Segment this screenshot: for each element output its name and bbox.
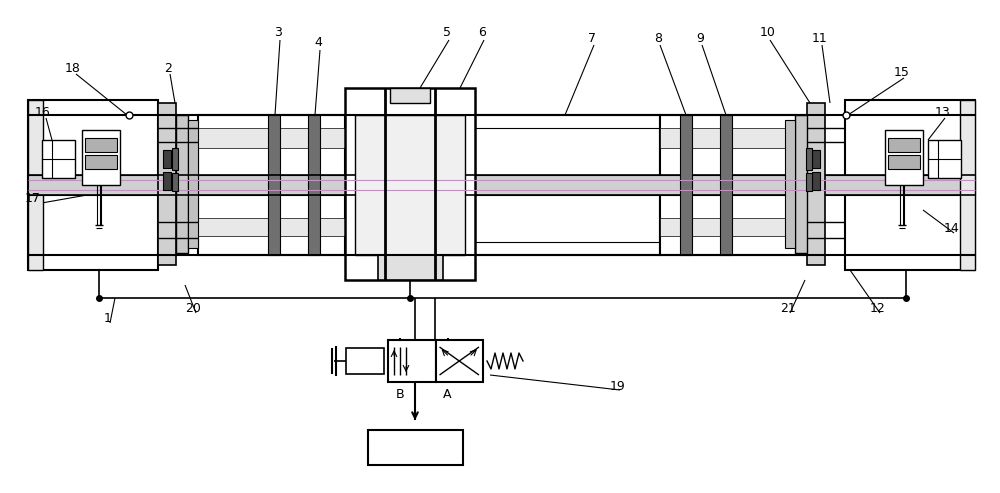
Text: 7: 7: [588, 32, 596, 44]
Bar: [82, 130, 120, 185]
Text: 1: 1: [104, 312, 112, 324]
Bar: [660, 218, 807, 236]
Text: 11: 11: [812, 32, 828, 44]
Bar: [198, 115, 345, 255]
Text: 10: 10: [760, 26, 776, 38]
Bar: [785, 120, 795, 248]
Bar: [928, 140, 961, 178]
Text: 18: 18: [65, 62, 81, 74]
Text: A: A: [443, 387, 452, 400]
Bar: [436, 340, 483, 382]
Bar: [42, 140, 75, 178]
Bar: [345, 88, 475, 280]
Bar: [680, 115, 692, 255]
Bar: [163, 150, 171, 168]
Text: 12: 12: [870, 302, 886, 315]
Bar: [812, 172, 820, 190]
Text: 4: 4: [314, 35, 322, 48]
Text: 6: 6: [478, 26, 486, 38]
Bar: [660, 115, 807, 255]
Bar: [888, 138, 920, 152]
Text: 16: 16: [35, 106, 51, 118]
Bar: [390, 88, 430, 103]
Bar: [807, 103, 825, 265]
Bar: [346, 348, 384, 374]
Bar: [795, 115, 807, 253]
Bar: [720, 115, 732, 255]
Bar: [355, 115, 465, 255]
Bar: [806, 173, 812, 191]
Text: 液压站: 液压站: [401, 439, 429, 455]
Text: 14: 14: [944, 221, 960, 235]
Text: 21: 21: [780, 302, 796, 315]
Bar: [163, 172, 171, 190]
Bar: [28, 100, 43, 270]
Text: 17: 17: [25, 191, 41, 205]
Text: 20: 20: [185, 302, 201, 315]
Bar: [806, 148, 812, 170]
Text: 19: 19: [610, 381, 626, 393]
Text: 3: 3: [274, 26, 282, 38]
Bar: [176, 115, 188, 253]
Bar: [172, 148, 178, 170]
Bar: [378, 255, 443, 280]
Text: 5: 5: [443, 26, 451, 38]
Bar: [885, 130, 923, 185]
Bar: [308, 115, 320, 255]
Bar: [198, 128, 345, 148]
Bar: [28, 175, 975, 195]
Bar: [198, 218, 345, 236]
Bar: [188, 120, 198, 248]
Bar: [158, 103, 176, 265]
Text: 9: 9: [696, 32, 704, 44]
Bar: [28, 100, 158, 270]
Text: 8: 8: [654, 32, 662, 44]
Bar: [388, 340, 436, 382]
Bar: [845, 100, 975, 270]
Bar: [85, 138, 117, 152]
Text: 15: 15: [894, 66, 910, 78]
Bar: [660, 128, 807, 148]
Text: 13: 13: [935, 106, 951, 118]
Bar: [812, 150, 820, 168]
Bar: [85, 155, 117, 169]
Bar: [475, 115, 660, 255]
Bar: [368, 430, 463, 465]
Text: B: B: [396, 387, 404, 400]
Text: 2: 2: [164, 62, 172, 74]
Bar: [888, 155, 920, 169]
Bar: [268, 115, 280, 255]
Bar: [960, 100, 975, 270]
Bar: [172, 173, 178, 191]
